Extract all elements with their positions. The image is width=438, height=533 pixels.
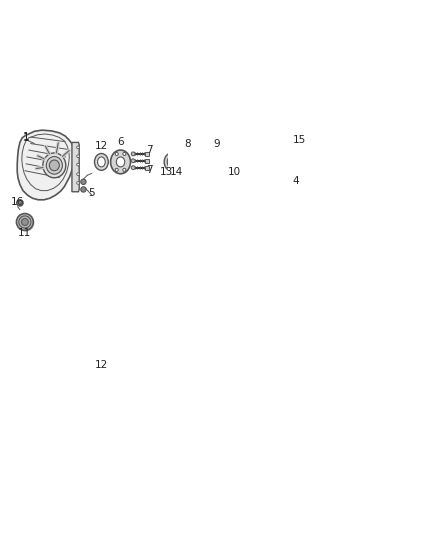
FancyBboxPatch shape (256, 200, 259, 204)
Circle shape (243, 139, 247, 143)
Circle shape (77, 146, 79, 149)
Ellipse shape (174, 155, 184, 169)
Ellipse shape (110, 150, 131, 174)
Circle shape (123, 168, 126, 172)
Ellipse shape (43, 153, 66, 178)
Ellipse shape (210, 154, 223, 170)
Circle shape (131, 159, 135, 163)
FancyBboxPatch shape (256, 139, 259, 142)
Text: 9: 9 (214, 139, 220, 149)
Text: 7: 7 (146, 165, 152, 175)
FancyBboxPatch shape (277, 200, 280, 204)
Ellipse shape (213, 158, 219, 166)
Ellipse shape (164, 153, 179, 171)
Circle shape (19, 201, 21, 204)
Ellipse shape (174, 147, 201, 177)
FancyBboxPatch shape (277, 177, 280, 181)
FancyBboxPatch shape (145, 166, 149, 169)
Ellipse shape (177, 158, 182, 166)
Circle shape (115, 168, 118, 172)
Circle shape (264, 147, 268, 150)
PathPatch shape (189, 148, 202, 176)
FancyBboxPatch shape (256, 193, 259, 196)
Circle shape (243, 147, 247, 150)
Ellipse shape (81, 179, 86, 184)
PathPatch shape (17, 130, 74, 200)
Text: 11: 11 (18, 228, 31, 238)
Text: 13: 13 (160, 167, 173, 177)
Circle shape (264, 169, 268, 173)
Text: 14: 14 (170, 167, 184, 177)
Circle shape (243, 177, 247, 181)
Ellipse shape (19, 216, 31, 228)
Text: 15: 15 (293, 135, 306, 145)
Circle shape (243, 154, 247, 158)
Circle shape (264, 154, 268, 158)
Text: 4: 4 (293, 176, 299, 185)
Circle shape (264, 192, 268, 196)
FancyBboxPatch shape (256, 177, 259, 181)
Text: 12: 12 (95, 360, 108, 370)
Text: 12: 12 (95, 141, 108, 151)
FancyBboxPatch shape (256, 185, 259, 188)
Ellipse shape (81, 187, 86, 192)
Ellipse shape (18, 215, 35, 231)
Circle shape (264, 139, 268, 143)
Circle shape (264, 200, 268, 204)
Ellipse shape (49, 160, 59, 171)
FancyBboxPatch shape (277, 170, 280, 173)
Ellipse shape (117, 157, 125, 167)
Ellipse shape (177, 151, 198, 173)
Text: 1: 1 (23, 133, 29, 143)
Text: 16: 16 (11, 197, 24, 207)
Text: 6: 6 (117, 138, 124, 148)
Ellipse shape (98, 157, 105, 167)
FancyBboxPatch shape (277, 193, 280, 196)
Circle shape (131, 152, 135, 156)
Circle shape (243, 185, 247, 189)
FancyBboxPatch shape (256, 155, 259, 158)
Circle shape (243, 169, 247, 173)
Circle shape (77, 155, 79, 158)
Circle shape (77, 163, 79, 166)
Circle shape (115, 152, 118, 156)
Text: 5: 5 (88, 188, 95, 198)
FancyBboxPatch shape (277, 139, 280, 142)
Circle shape (243, 200, 247, 204)
Circle shape (264, 185, 268, 189)
FancyBboxPatch shape (145, 152, 149, 156)
FancyBboxPatch shape (145, 159, 149, 163)
Text: 1: 1 (23, 132, 29, 142)
Ellipse shape (18, 215, 34, 231)
Text: 8: 8 (184, 139, 191, 149)
Circle shape (123, 152, 126, 156)
Circle shape (264, 162, 268, 166)
FancyBboxPatch shape (277, 147, 280, 150)
Ellipse shape (225, 161, 235, 172)
Ellipse shape (46, 157, 62, 174)
Circle shape (77, 173, 79, 175)
Ellipse shape (95, 154, 108, 171)
Circle shape (131, 166, 135, 169)
FancyBboxPatch shape (256, 170, 259, 173)
Circle shape (264, 177, 268, 181)
Circle shape (243, 192, 247, 196)
Ellipse shape (17, 214, 33, 230)
FancyBboxPatch shape (256, 162, 259, 165)
Ellipse shape (182, 156, 193, 168)
Text: 7: 7 (146, 145, 152, 155)
Text: 10: 10 (228, 167, 241, 177)
PathPatch shape (72, 142, 79, 192)
FancyBboxPatch shape (277, 155, 280, 158)
Ellipse shape (227, 164, 232, 169)
Circle shape (77, 182, 79, 184)
FancyBboxPatch shape (277, 185, 280, 188)
Ellipse shape (167, 157, 176, 167)
Ellipse shape (21, 219, 28, 225)
Ellipse shape (170, 159, 173, 165)
FancyBboxPatch shape (277, 162, 280, 165)
FancyBboxPatch shape (256, 147, 259, 150)
Circle shape (243, 162, 247, 166)
